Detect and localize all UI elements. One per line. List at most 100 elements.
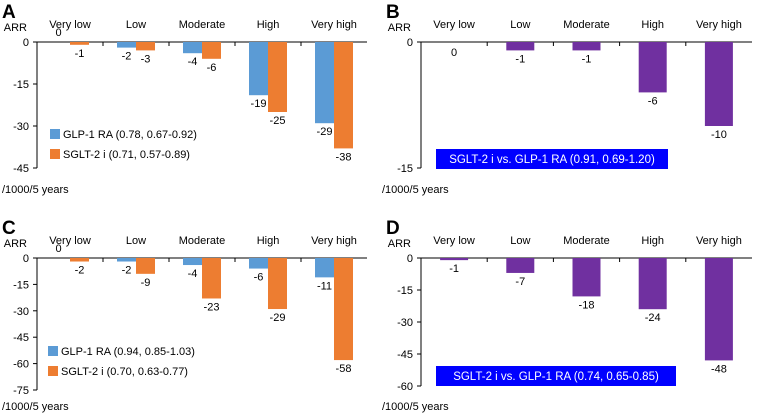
bar bbox=[506, 42, 535, 51]
category-label: High bbox=[257, 19, 280, 31]
category-label: Very high bbox=[311, 235, 357, 247]
bar bbox=[572, 258, 601, 297]
data-label: -58 bbox=[336, 363, 352, 375]
category-label: Moderate bbox=[179, 19, 225, 31]
y-tick-label: -30 bbox=[13, 121, 29, 133]
legend-swatch bbox=[50, 129, 60, 139]
comparison-label: SGLT-2 i vs. GLP-1 RA (0.91, 0.69-1.20) bbox=[449, 154, 655, 166]
legend-swatch bbox=[48, 366, 58, 376]
bar bbox=[704, 42, 733, 126]
y-axis-title: ARR bbox=[4, 22, 27, 34]
data-label: -1 bbox=[75, 48, 85, 60]
legend-swatch bbox=[50, 149, 60, 159]
data-label: -6 bbox=[254, 272, 264, 284]
y-axis-title: ARR bbox=[388, 22, 411, 34]
y-tick-label: 0 bbox=[407, 37, 413, 49]
bar bbox=[249, 42, 268, 96]
data-label: -2 bbox=[122, 51, 132, 63]
data-label: -38 bbox=[336, 151, 352, 163]
data-label: -10 bbox=[711, 129, 727, 141]
data-label: -2 bbox=[122, 265, 132, 277]
bar bbox=[183, 258, 202, 266]
data-label: -4 bbox=[188, 268, 198, 280]
bar bbox=[70, 258, 89, 262]
category-label: Low bbox=[126, 19, 146, 31]
panel-letter: D bbox=[386, 218, 400, 239]
legend-label: SGLT-2 i (0.71, 0.57-0.89) bbox=[63, 149, 190, 161]
bar bbox=[315, 258, 334, 278]
category-label: High bbox=[641, 19, 664, 31]
data-label: -6 bbox=[648, 95, 658, 107]
y-tick-label: 0 bbox=[23, 37, 29, 49]
bar bbox=[572, 42, 601, 51]
comparison-box bbox=[436, 149, 668, 169]
data-label: -1 bbox=[582, 53, 592, 65]
panel-letter: C bbox=[2, 218, 16, 239]
data-label: 0 bbox=[55, 243, 61, 255]
data-label: -11 bbox=[317, 280, 332, 292]
bar bbox=[506, 258, 535, 273]
bar bbox=[638, 42, 667, 93]
category-label: Very high bbox=[311, 19, 357, 31]
data-label: 0 bbox=[451, 47, 457, 59]
category-label: High bbox=[641, 235, 664, 247]
bar bbox=[117, 258, 136, 262]
bar bbox=[202, 258, 221, 299]
data-label: -29 bbox=[270, 312, 286, 324]
y-tick-label: -75 bbox=[13, 385, 29, 397]
legend-label: SGLT-2 i (0.70, 0.63-0.77) bbox=[61, 366, 188, 378]
data-label: -19 bbox=[251, 98, 267, 110]
data-label: -48 bbox=[711, 363, 727, 375]
data-label: -1 bbox=[515, 53, 525, 65]
data-label: 0 bbox=[55, 27, 61, 39]
data-label: -7 bbox=[515, 276, 525, 288]
category-label: Low bbox=[126, 235, 146, 247]
category-label: Very low bbox=[49, 235, 91, 247]
category-label: Moderate bbox=[179, 235, 225, 247]
data-label: -1 bbox=[449, 263, 459, 275]
bar bbox=[440, 258, 469, 261]
data-label: -9 bbox=[141, 277, 151, 289]
category-label: Very high bbox=[696, 235, 742, 247]
y-tick-label: -15 bbox=[397, 163, 413, 175]
bar bbox=[704, 258, 733, 361]
data-label: -6 bbox=[207, 62, 217, 74]
comparison-box bbox=[436, 366, 676, 386]
bar bbox=[268, 42, 287, 112]
y-tick-label: -45 bbox=[397, 349, 413, 361]
data-label: -25 bbox=[270, 115, 286, 127]
y-tick-label: -15 bbox=[13, 279, 29, 291]
y-axis-title: ARR bbox=[388, 238, 411, 250]
x-unit-label: /1000/5 years bbox=[382, 184, 449, 196]
category-label: Low bbox=[510, 19, 530, 31]
data-label: -4 bbox=[188, 56, 198, 68]
panel-letter: B bbox=[386, 2, 400, 23]
legend-label: GLP-1 RA (0.78, 0.67-0.92) bbox=[63, 129, 197, 141]
bar bbox=[249, 258, 268, 269]
y-axis-title: ARR bbox=[4, 238, 27, 250]
legend-swatch bbox=[48, 346, 58, 356]
data-label: -24 bbox=[645, 312, 661, 324]
y-tick-label: 0 bbox=[407, 253, 413, 265]
x-unit-label: /1000/5 years bbox=[2, 401, 69, 413]
y-tick-label: -30 bbox=[13, 306, 29, 318]
category-label: Moderate bbox=[563, 19, 609, 31]
category-label: High bbox=[257, 235, 280, 247]
bar bbox=[268, 258, 287, 310]
x-unit-label: /1000/5 years bbox=[382, 401, 449, 413]
data-label: -18 bbox=[579, 299, 595, 311]
bar bbox=[202, 42, 221, 59]
data-label: -2 bbox=[75, 265, 85, 277]
y-tick-label: -60 bbox=[13, 359, 29, 371]
bar bbox=[334, 42, 353, 149]
bar bbox=[334, 258, 353, 361]
bar bbox=[183, 42, 202, 54]
bar bbox=[117, 42, 136, 48]
category-label: Moderate bbox=[563, 235, 609, 247]
category-label: Low bbox=[510, 235, 530, 247]
